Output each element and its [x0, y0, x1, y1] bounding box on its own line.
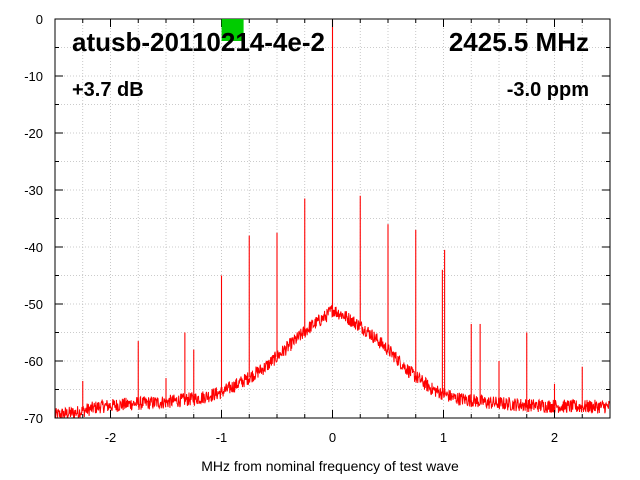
x-tick-label: 0: [329, 430, 336, 445]
y-tick-label: -70: [24, 411, 43, 426]
x-tick-label: 1: [440, 430, 447, 445]
y-tick-label: -60: [24, 354, 43, 369]
y-tick-label: -20: [24, 126, 43, 141]
tuning-marker: [221, 19, 244, 41]
y-tick-label: -50: [24, 297, 43, 312]
ppm-readout: -3.0 ppm: [507, 79, 589, 101]
x-tick-label: 2: [551, 430, 558, 445]
x-axis-label: MHz from nominal frequency of test wave: [201, 458, 459, 474]
y-tick-label: -30: [24, 183, 43, 198]
noise-floor-series: [54, 305, 611, 419]
x-tick-label: -2: [105, 430, 117, 445]
x-tick-label: -1: [216, 430, 228, 445]
y-tick-label: -10: [24, 69, 43, 84]
y-tick-label: 0: [36, 12, 43, 27]
spur-series: [82, 19, 583, 411]
frequency-marker: [221, 19, 244, 41]
device-title: atusb-20110214-4e-2: [72, 27, 325, 57]
y-tick-label: -40: [24, 240, 43, 255]
gain-readout: +3.7 dB: [72, 79, 144, 101]
frequency-title: 2425.5 MHz: [449, 27, 589, 57]
noise-floor-line: [54, 305, 611, 419]
axis-ticks: -2 -1 0 1 20-10-20-30-40-50-60-70: [24, 12, 611, 445]
